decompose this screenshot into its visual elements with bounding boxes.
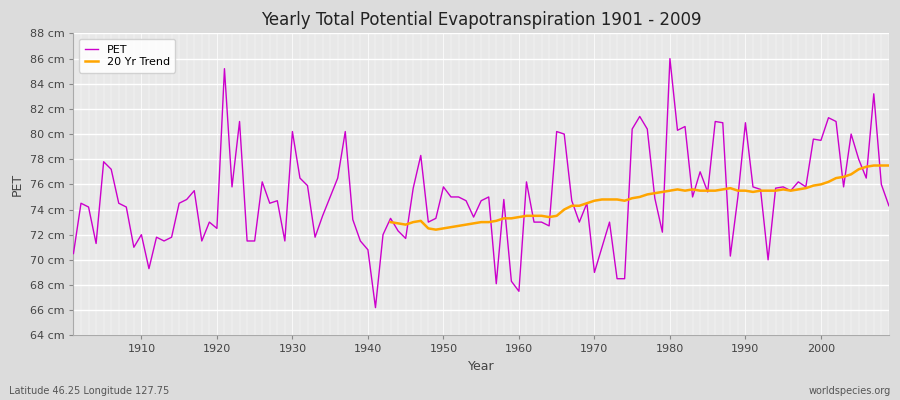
X-axis label: Year: Year [468,360,494,373]
PET [294,176,305,180]
Text: worldspecies.org: worldspecies.org [809,386,891,396]
20 Yr Trend [884,163,895,168]
20 Yr Trend [423,226,434,231]
PET [68,251,79,256]
20 Yr Trend [868,163,879,168]
Legend: PET, 20 Yr Trend: PET, 20 Yr Trend [79,39,176,72]
Text: Latitude 46.25 Longitude 127.75: Latitude 46.25 Longitude 127.75 [9,386,169,396]
PET [129,245,140,250]
PET [514,289,525,294]
20 Yr Trend [770,188,781,193]
PET [612,276,623,281]
Line: PET: PET [74,58,889,308]
PET [340,129,351,134]
Line: 20 Yr Trend: 20 Yr Trend [391,166,889,230]
PET [521,180,532,184]
20 Yr Trend [453,224,464,228]
PET [884,203,895,208]
Title: Yearly Total Potential Evapotranspiration 1901 - 2009: Yearly Total Potential Evapotranspiratio… [261,11,701,29]
Y-axis label: PET: PET [11,173,24,196]
PET [664,56,675,61]
PET [370,305,381,310]
20 Yr Trend [846,172,857,177]
20 Yr Trend [430,227,441,232]
20 Yr Trend [385,220,396,224]
20 Yr Trend [619,198,630,203]
20 Yr Trend [597,197,608,202]
